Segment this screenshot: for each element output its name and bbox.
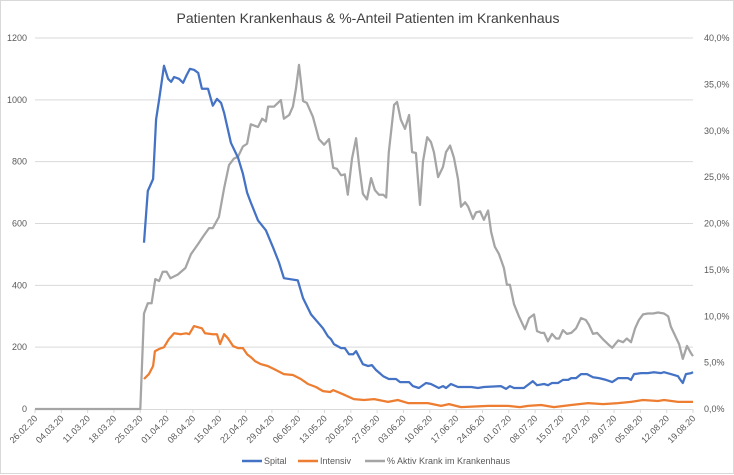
y-tick-label: 0 (22, 404, 27, 414)
y-axis-left: 0 200 400 600 800 1000 1200 (7, 33, 27, 414)
x-tick-label: 08.07.20 (508, 413, 540, 445)
x-tick-label: 06.05.20 (271, 413, 303, 445)
x-tick-label: 05.08.20 (613, 413, 645, 445)
gridlines (35, 37, 693, 348)
y2-tick-label: 0,0% (704, 404, 725, 414)
legend-label: Intensiv (320, 456, 352, 466)
y2-tick-label: 15,0% (704, 265, 730, 275)
y2-tick-label: 35,0% (704, 79, 730, 89)
series-lines (35, 63, 694, 411)
x-tick-label: 18.03.20 (87, 413, 119, 445)
x-tick-label: 01.04.20 (139, 413, 171, 445)
x-tick-label: 29.07.20 (587, 413, 619, 445)
y-tick-label: 600 (12, 219, 27, 229)
y2-tick-label: 30,0% (704, 126, 730, 136)
y2-tick-label: 25,0% (704, 172, 730, 182)
x-tick-label: 24.06.20 (455, 413, 487, 445)
series-line-spital (142, 64, 694, 391)
y-tick-label: 1000 (7, 95, 27, 105)
y2-tick-label: 40,0% (704, 33, 730, 43)
y-tick-label: 800 (12, 157, 27, 167)
y-tick-label: 1200 (7, 33, 27, 43)
x-tick-label: 13.05.20 (297, 413, 329, 445)
y2-tick-label: 10,0% (704, 311, 730, 321)
x-tick-label: 26.02.20 (8, 413, 40, 445)
x-tick-label: 29.04.20 (244, 413, 276, 445)
x-tick-label: 17.06.20 (429, 413, 461, 445)
legend: Spital Intensiv % Aktiv Krank im Krankenha… (242, 456, 511, 466)
series-line-aktiv-krank-im-krankenhaus (35, 63, 694, 411)
legend-label: Spital (264, 456, 287, 466)
x-tick-label: 15.04.20 (192, 413, 224, 445)
x-tick-label: 03.06.20 (376, 413, 408, 445)
x-tick-label: 01.07.20 (481, 413, 513, 445)
x-axis: 26.02.2004.03.2011.03.2018.03.2025.03.20… (8, 409, 698, 445)
y2-tick-label: 20,0% (704, 219, 730, 229)
x-tick-label: 15.07.20 (534, 413, 566, 445)
x-tick-label: 10.06.20 (402, 413, 434, 445)
x-tick-label: 25.03.20 (113, 413, 145, 445)
y-tick-label: 200 (12, 342, 27, 352)
x-tick-label: 20.05.20 (323, 413, 355, 445)
y-axis-right: 0,0% 5,0% 10,0% 15,0% 20,0% 25,0% 30,0% 35,0% 40… (704, 33, 730, 414)
series-line-intensiv (143, 324, 693, 409)
y2-tick-label: 5,0% (704, 358, 725, 368)
x-tick-label: 08.04.20 (165, 413, 197, 445)
x-tick-label: 27.05.20 (350, 413, 382, 445)
chart-title: Patienten Krankenhaus & %-Anteil Patient… (177, 10, 560, 26)
x-tick-label: 19.08.20 (666, 413, 698, 445)
x-tick-label: 12.08.20 (639, 413, 671, 445)
x-tick-label: 22.07.20 (560, 413, 592, 445)
y-tick-label: 400 (12, 280, 27, 290)
legend-label: % Aktiv Krank im Krankenhaus (387, 456, 511, 466)
x-tick-label: 04.03.20 (34, 413, 66, 445)
x-tick-label: 22.04.20 (218, 413, 250, 445)
